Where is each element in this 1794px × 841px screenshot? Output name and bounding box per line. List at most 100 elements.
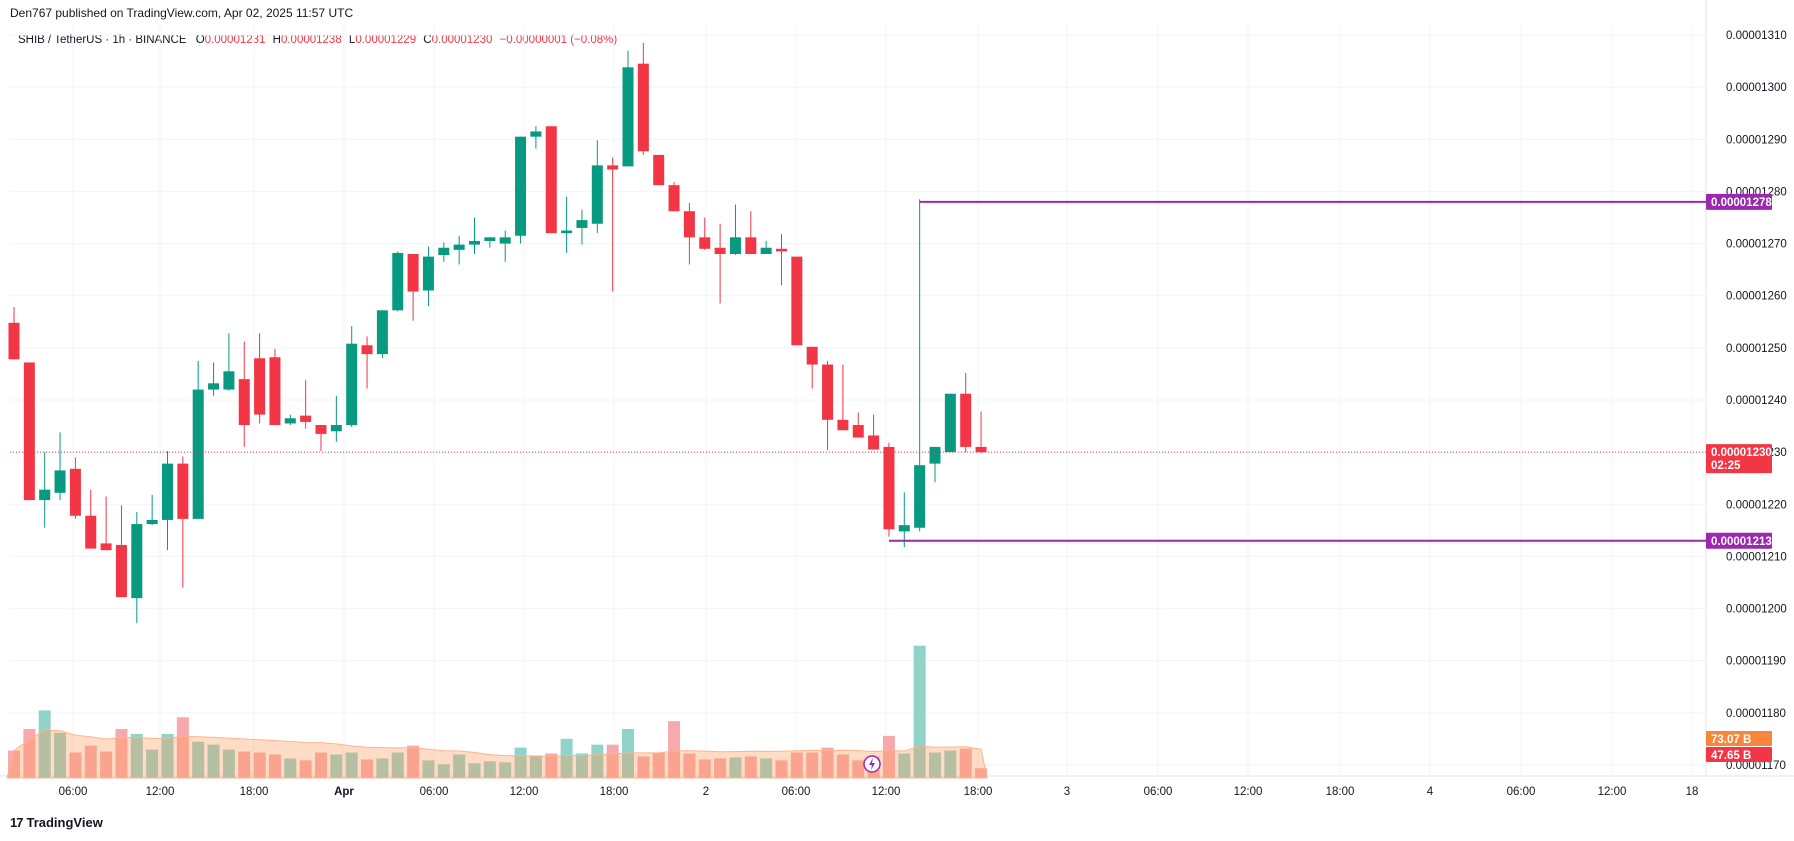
candle-body bbox=[898, 525, 910, 532]
low-label: L bbox=[348, 34, 356, 46]
volume-bar bbox=[38, 710, 51, 778]
volume-ma-area bbox=[6, 729, 988, 779]
candle-body bbox=[683, 211, 695, 238]
candlestick bbox=[699, 217, 711, 250]
volume-bar bbox=[622, 729, 634, 778]
candle-body bbox=[223, 371, 235, 390]
candlestick bbox=[607, 157, 619, 292]
low-value: 0.00001229 bbox=[355, 34, 417, 46]
candlestick bbox=[745, 211, 757, 254]
candle-body bbox=[177, 463, 189, 519]
price-tick-label: 0.00001310 bbox=[1726, 30, 1787, 42]
candlestick bbox=[883, 442, 895, 537]
volume-bar bbox=[330, 754, 343, 778]
price-tick-label: 0.00001240 bbox=[1726, 395, 1787, 407]
volume-bar bbox=[852, 760, 865, 778]
candle-body bbox=[545, 126, 557, 234]
volume-bar bbox=[222, 749, 235, 778]
time-tick-label: 2 bbox=[703, 786, 709, 798]
volume-bar bbox=[299, 760, 312, 778]
ohlc-legend: SHIB / TetherUS · 1h · BINANCE O0.000012… bbox=[18, 34, 617, 46]
volume-bar bbox=[315, 752, 327, 778]
candlestick bbox=[392, 251, 404, 312]
candle-body bbox=[208, 383, 220, 390]
tradingview-logo[interactable]: 17 TradingView bbox=[10, 815, 103, 830]
candle-body bbox=[269, 357, 281, 426]
close-label: C bbox=[423, 34, 432, 46]
symbol-label[interactable]: SHIB / TetherUS · 1h · BINANCE bbox=[18, 34, 187, 46]
candle-body bbox=[868, 435, 880, 450]
price-axis: 0.000013100.000013000.000012900.00001280… bbox=[1726, 30, 1787, 772]
candle-body bbox=[791, 256, 803, 346]
candle-body bbox=[85, 515, 97, 549]
volume-bar bbox=[744, 756, 757, 778]
candle-body bbox=[330, 425, 342, 432]
volume-bars bbox=[6, 645, 988, 779]
candle-body bbox=[929, 446, 941, 464]
volume-bar bbox=[668, 721, 681, 778]
candle-body bbox=[914, 465, 926, 528]
volume-bar bbox=[959, 748, 972, 778]
candlestick bbox=[208, 362, 220, 396]
candlestick bbox=[944, 393, 956, 453]
candle-body bbox=[699, 237, 711, 249]
published-by-line: Den767 published on TradingView.com, Apr… bbox=[10, 6, 354, 20]
close-value: 0.00001230 bbox=[431, 34, 493, 46]
candlestick bbox=[683, 202, 695, 265]
candlestick bbox=[668, 182, 680, 212]
candlestick bbox=[238, 341, 250, 447]
candlestick bbox=[760, 240, 772, 254]
candlestick bbox=[515, 136, 527, 244]
candle-body bbox=[822, 364, 834, 420]
candlestick bbox=[131, 512, 143, 624]
volume-bar bbox=[391, 752, 404, 778]
volume-bar bbox=[606, 744, 619, 778]
volume-bar bbox=[192, 741, 205, 778]
candle-body bbox=[361, 345, 373, 355]
volume-bar bbox=[944, 750, 957, 778]
volume-bar bbox=[591, 744, 604, 778]
open-value: 0.00001231 bbox=[204, 34, 266, 46]
candle-body bbox=[530, 131, 542, 137]
candle-body bbox=[8, 322, 20, 360]
volume-ma-tag-box bbox=[1706, 731, 1772, 746]
price-tick-label: 0.00001260 bbox=[1726, 291, 1787, 303]
volume-bar bbox=[468, 763, 481, 778]
candlestick bbox=[223, 333, 235, 391]
candlestick bbox=[469, 217, 480, 254]
candle-body bbox=[39, 489, 51, 501]
price-tick-label: 0.00001210 bbox=[1726, 551, 1787, 563]
candlestick bbox=[422, 246, 434, 307]
candle-body bbox=[668, 185, 680, 212]
time-tick-label: 06:00 bbox=[1144, 786, 1173, 798]
time-tick-label: 12:00 bbox=[872, 786, 901, 798]
volume-bar bbox=[176, 717, 189, 778]
volume-bar bbox=[146, 749, 159, 778]
lower-level-tag-box bbox=[1706, 532, 1772, 549]
upper-level-tag-box bbox=[1706, 193, 1772, 210]
candle-body bbox=[883, 446, 895, 530]
time-axis: 06:00 12:00 18:00 Apr 06:00 12:00 18:00 2 06:00 1… bbox=[59, 786, 1699, 798]
candle-body bbox=[254, 358, 266, 415]
candlestick bbox=[561, 196, 573, 253]
candle-body bbox=[376, 310, 388, 355]
candlestick bbox=[729, 204, 741, 256]
candlestick bbox=[822, 360, 834, 451]
volume-bar bbox=[54, 732, 67, 778]
candlesticks bbox=[8, 42, 987, 624]
lightning-icon[interactable] bbox=[863, 755, 881, 773]
volume-ma-tag-text: 73.07 B bbox=[1711, 734, 1751, 746]
candle-body bbox=[422, 256, 434, 291]
last-price-tag-text: 0.00001230 bbox=[1711, 447, 1772, 459]
volume-tag-box bbox=[1706, 747, 1772, 762]
candle-body bbox=[637, 63, 649, 152]
volume-bar bbox=[790, 752, 803, 778]
volume-bar bbox=[84, 745, 97, 778]
volume-bar bbox=[882, 735, 895, 778]
lower-level-tag: 0.00001213 bbox=[1706, 532, 1772, 549]
volume-bar bbox=[698, 759, 711, 778]
time-tick-label: 12:00 bbox=[1234, 786, 1263, 798]
candle-body bbox=[653, 154, 665, 186]
volume-bar bbox=[637, 756, 650, 778]
